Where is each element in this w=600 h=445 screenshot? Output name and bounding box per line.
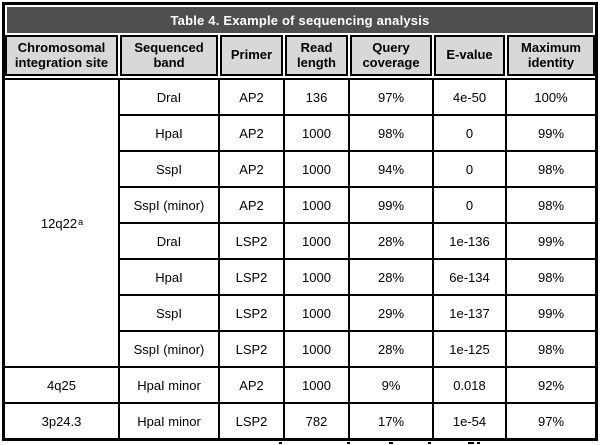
table-cell: 1e-54 <box>434 404 505 438</box>
table-cell: 0.018 <box>434 368 505 402</box>
table-cell: 92% <box>507 368 595 402</box>
table-cell: HpaI <box>120 116 218 150</box>
table-body: 12q22 a DraI AP2 136 97% 4e-50 100% HpaI AP2 1000 9… <box>5 78 595 438</box>
column-header-read-length: Read length <box>285 35 348 76</box>
table-cell: 136 <box>285 80 348 114</box>
table-cell: LSP2 <box>220 224 283 258</box>
table-cell: DraI <box>120 80 218 114</box>
table-cell: AP2 <box>220 368 283 402</box>
table-cell: 28% <box>350 224 432 258</box>
table-cell: 98% <box>507 152 595 186</box>
table-cell: 1000 <box>285 224 348 258</box>
table-cell: 98% <box>507 188 595 222</box>
table-cell: 1e-137 <box>434 296 505 330</box>
table-cell: 1e-125 <box>434 332 505 366</box>
table-cell: HpaI <box>120 260 218 294</box>
site-footnote-superscript: a <box>78 217 84 227</box>
column-header-sequenced-band: Sequenced band <box>120 35 218 76</box>
table-cell: 97% <box>350 80 432 114</box>
table-cell: 99% <box>507 116 595 150</box>
site-cell-4q25: 4q25 <box>5 368 118 402</box>
table-cell: 0 <box>434 116 505 150</box>
table-cell: LSP2 <box>220 296 283 330</box>
table-cell: 28% <box>350 260 432 294</box>
table-cell: 6e-134 <box>434 260 505 294</box>
table-cell: 29% <box>350 296 432 330</box>
table-cell: SspI <box>120 296 218 330</box>
table-cell: 17% <box>350 404 432 438</box>
table-cell: 99% <box>507 224 595 258</box>
table-4-frame: Table 4. Example of sequencing analysis … <box>2 2 598 441</box>
table-cell: 0 <box>434 152 505 186</box>
table-cell: AP2 <box>220 80 283 114</box>
table-cell: 98% <box>350 116 432 150</box>
table-cell: 1000 <box>285 368 348 402</box>
table-cell: 782 <box>285 404 348 438</box>
table-cell: AP2 <box>220 116 283 150</box>
table-cell: 1000 <box>285 116 348 150</box>
table-cell: 97% <box>507 404 595 438</box>
table-cell: 1000 <box>285 332 348 366</box>
column-header-primer: Primer <box>220 35 283 76</box>
table-cell: DraI <box>120 224 218 258</box>
table-cell: LSP2 <box>220 260 283 294</box>
table-cell: 4e-50 <box>434 80 505 114</box>
column-header-e-value: E-value <box>434 35 505 76</box>
cropped-footnote-marks <box>0 441 600 445</box>
table-header-row: Chromosomal integration site Sequenced b… <box>5 35 595 76</box>
table-cell: HpaI minor <box>120 404 218 438</box>
table-title: Table 4. Example of sequencing analysis <box>7 7 593 33</box>
column-header-chromosomal-integration-site: Chromosomal integration site <box>5 35 118 76</box>
column-header-maximum-identity: Maximum identity <box>507 35 595 76</box>
table-cell: 1000 <box>285 152 348 186</box>
column-header-query-coverage: Query coverage <box>350 35 432 76</box>
table-cell: 100% <box>507 80 595 114</box>
table-cell: 1e-136 <box>434 224 505 258</box>
table-cell: LSP2 <box>220 404 283 438</box>
table-cell: SspI (minor) <box>120 188 218 222</box>
table-cell: 1000 <box>285 296 348 330</box>
table-cell: 99% <box>350 188 432 222</box>
table-cell: 0 <box>434 188 505 222</box>
table-cell: SspI <box>120 152 218 186</box>
site-cell-12q22: 12q22 a <box>5 80 118 366</box>
table-cell: 28% <box>350 332 432 366</box>
table-cell: 99% <box>507 296 595 330</box>
table-cell: 98% <box>507 260 595 294</box>
table-cell: 9% <box>350 368 432 402</box>
table-cell: AP2 <box>220 152 283 186</box>
site-cell-3p24.3: 3p24.3 <box>5 404 118 438</box>
table-cell: LSP2 <box>220 332 283 366</box>
table-cell: 94% <box>350 152 432 186</box>
table-cell: SspI (minor) <box>120 332 218 366</box>
table-cell: AP2 <box>220 188 283 222</box>
table-cell: 1000 <box>285 188 348 222</box>
table-cell: 98% <box>507 332 595 366</box>
table-cell: HpaI minor <box>120 368 218 402</box>
table-cell: 1000 <box>285 260 348 294</box>
